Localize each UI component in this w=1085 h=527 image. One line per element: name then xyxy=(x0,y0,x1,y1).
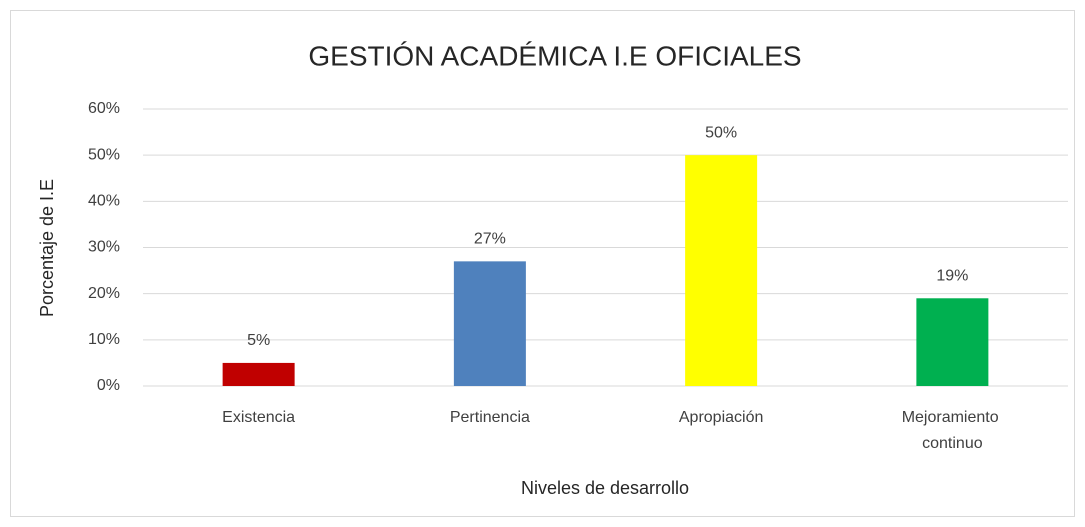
y-tick-label: 0% xyxy=(97,377,120,394)
y-tick-label: 20% xyxy=(88,285,120,302)
data-label: 19% xyxy=(936,268,968,285)
bar xyxy=(685,155,758,386)
y-tick-label: 60% xyxy=(88,100,120,117)
y-tick-label: 40% xyxy=(88,193,120,210)
x-tick-label: Apropiación xyxy=(679,409,764,426)
bar xyxy=(222,362,295,386)
y-tick-label: 10% xyxy=(88,331,120,348)
data-label: 50% xyxy=(705,124,737,141)
bar xyxy=(453,261,526,386)
y-tick-label: 30% xyxy=(88,239,120,256)
y-axis-title: Porcentaje de I.E xyxy=(37,179,57,317)
x-tick-label: Pertinencia xyxy=(450,409,530,426)
x-axis-title: Niveles de desarrollo xyxy=(521,478,689,498)
x-tick-label: Existencia xyxy=(222,409,295,426)
x-tick-label: Mejoramiento continuo xyxy=(902,409,1003,452)
data-label: 27% xyxy=(474,231,506,248)
bar xyxy=(916,298,989,386)
data-label: 5% xyxy=(247,332,270,349)
chart-title: GESTIÓN ACADÉMICA I.E OFICIALES xyxy=(308,40,801,71)
y-tick-label: 50% xyxy=(88,146,120,163)
chart-border xyxy=(10,10,1075,517)
